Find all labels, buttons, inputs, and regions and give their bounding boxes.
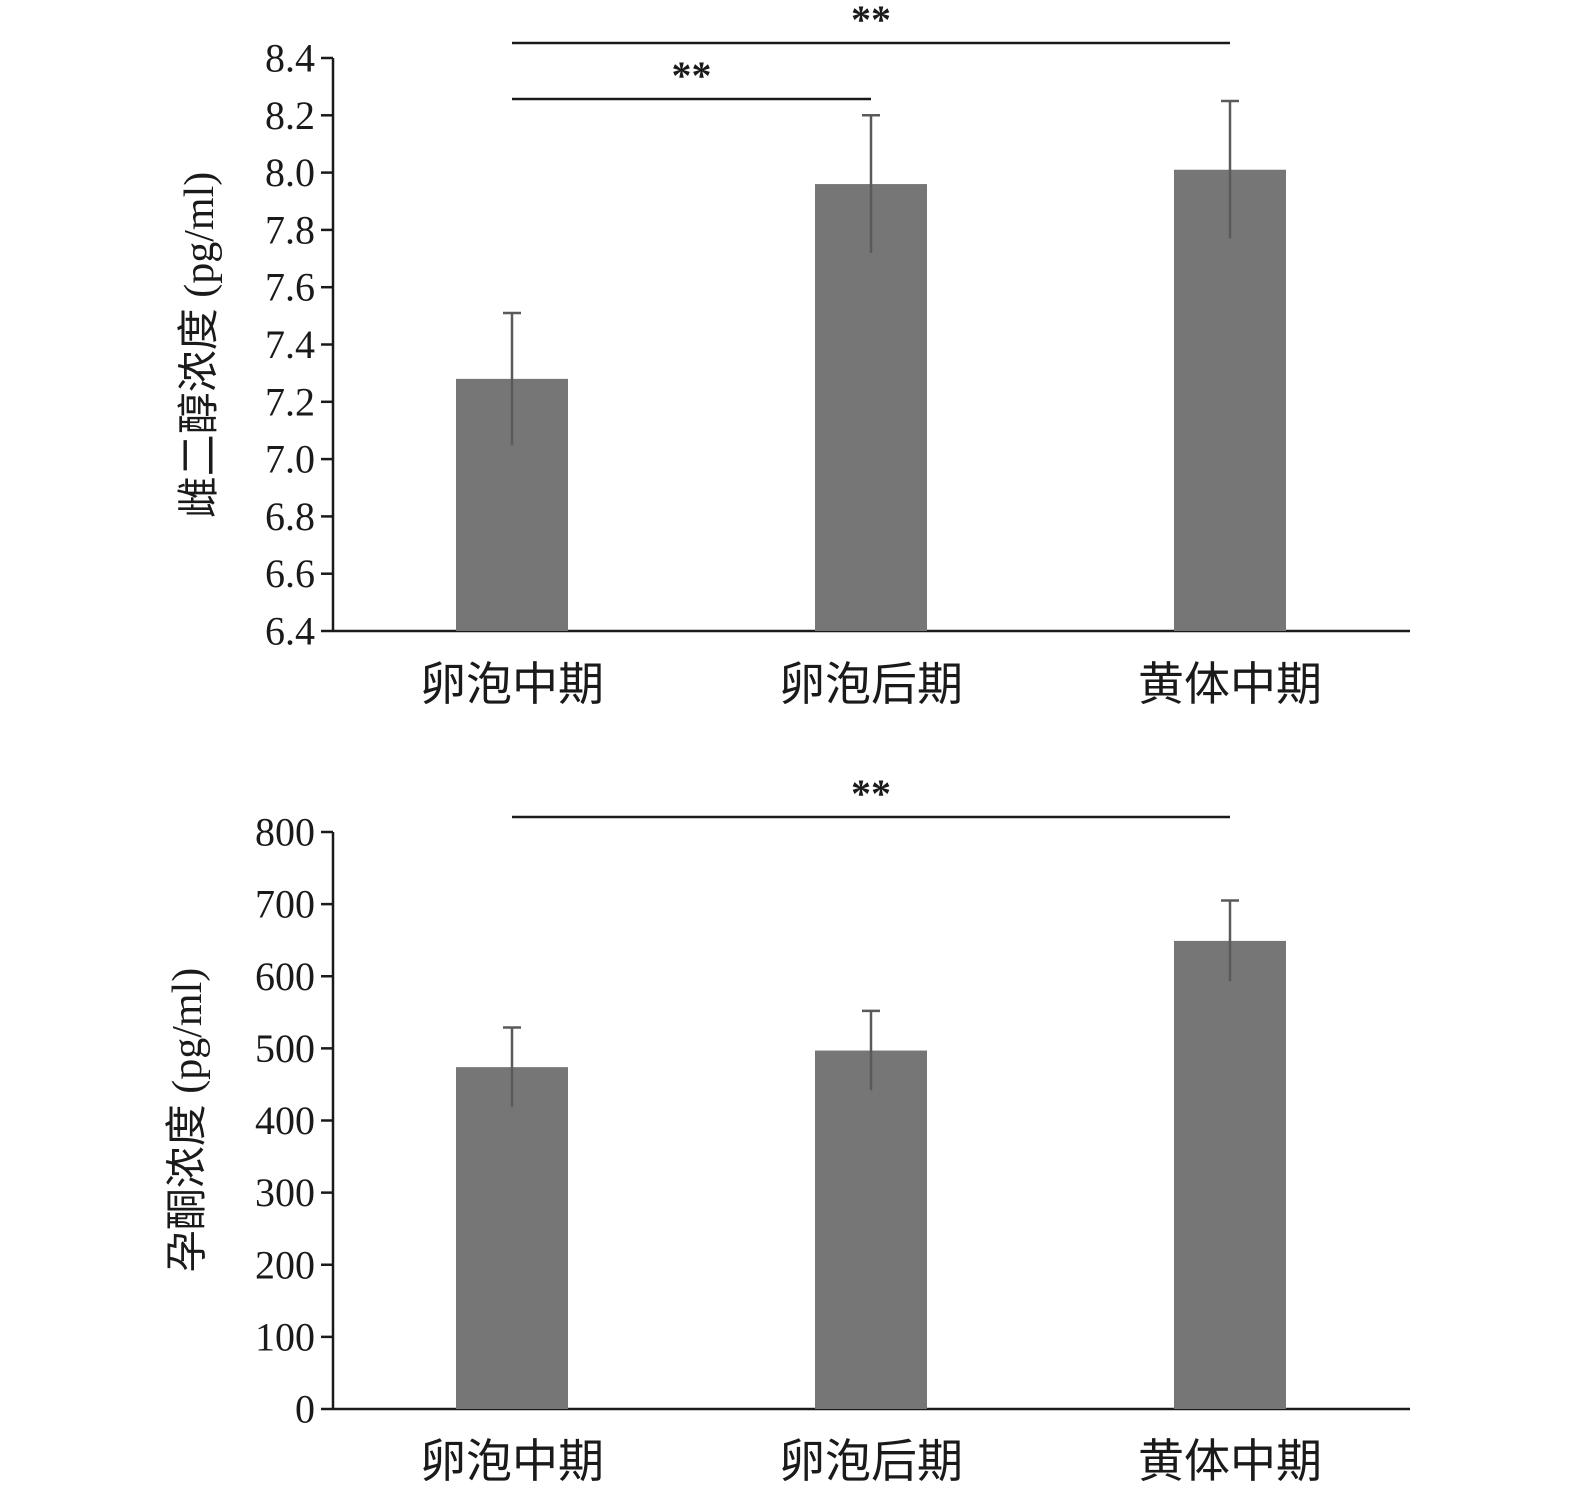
- y-tick-label: 700: [255, 882, 315, 927]
- category-label: 卵泡后期: [779, 659, 963, 710]
- significance-label: **: [851, 0, 891, 42]
- y-tick-label: 800: [255, 810, 315, 855]
- y-axis-label: 孕酮浓度 (pg/ml): [165, 968, 211, 1272]
- y-tick-label: 600: [255, 954, 315, 999]
- significance-label: **: [672, 53, 712, 98]
- y-tick-label: 7.6: [265, 265, 315, 310]
- y-tick-label: 100: [255, 1314, 315, 1359]
- category-label: 卵泡中期: [420, 1436, 604, 1487]
- y-tick-label: 7.0: [265, 437, 315, 482]
- y-tick-label: 7.4: [265, 322, 315, 367]
- category-label: 卵泡后期: [779, 1436, 963, 1487]
- bar: [1174, 940, 1286, 1409]
- bar: [815, 1050, 927, 1409]
- y-tick-label: 8.2: [265, 93, 315, 138]
- y-tick-label: 7.8: [265, 207, 315, 252]
- y-tick-label: 6.6: [265, 551, 315, 596]
- y-tick-label: 300: [255, 1170, 315, 1215]
- bar: [456, 1067, 568, 1409]
- y-tick-label: 400: [255, 1098, 315, 1143]
- category-label: 黄体中期: [1138, 1436, 1322, 1487]
- category-label: 卵泡中期: [420, 659, 604, 710]
- y-tick-label: 8.4: [265, 36, 315, 81]
- y-tick-label: 0: [295, 1387, 315, 1432]
- chart-1: 6.4 6.6 6.8 7.0 7.2 7.4 7.6 7.8 8.0 8.2 8.4 雌二醇浓度 (…: [177, 0, 1410, 710]
- y-tick-label: 8.0: [265, 150, 315, 195]
- bar: [815, 184, 927, 631]
- y-tick-label: 500: [255, 1026, 315, 1071]
- y-axis-label: 雌二醇浓度 (pg/ml): [177, 172, 223, 518]
- y-tick-label: 6.8: [265, 494, 315, 539]
- y-tick-label: 7.2: [265, 379, 315, 424]
- category-label: 黄体中期: [1138, 659, 1322, 710]
- chart-2: 0 100 200 300 400 500 600 700 800 孕酮浓度 (pg/ml) 卵泡中…: [165, 771, 1410, 1487]
- y-tick-label: 6.4: [265, 609, 315, 654]
- bar: [1174, 169, 1286, 632]
- significance-label: **: [851, 771, 891, 816]
- y-tick-label: 200: [255, 1242, 315, 1287]
